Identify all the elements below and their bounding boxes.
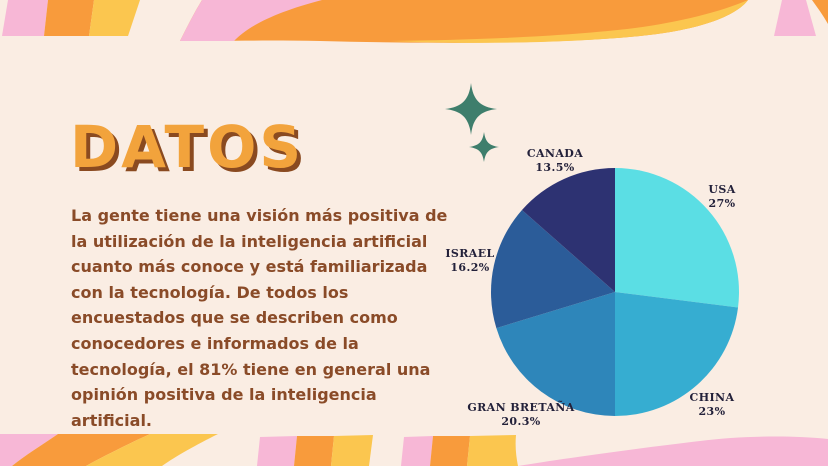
decor-wave-bottom-pink <box>518 436 828 466</box>
pie-label-canada: CANADA 13.5% <box>527 147 583 175</box>
decor-corner-orange <box>812 0 828 24</box>
pie-label-pct: 27% <box>708 197 736 210</box>
decor-corner-pink <box>774 0 816 36</box>
pie-slice-gran-bretaña <box>496 292 615 416</box>
sparkle-stars-icon <box>445 83 499 162</box>
decor-sweep-orange <box>12 434 150 466</box>
pie-label-name: CANADA <box>526 147 584 160</box>
pie-label-pct: 16.2% <box>450 261 490 274</box>
sparkle-big-icon <box>445 83 497 135</box>
page-title: DATOS <box>70 113 305 181</box>
decor-wave-orange <box>180 0 748 43</box>
sparkle-small-icon <box>469 132 499 162</box>
pie-slice-canada <box>521 168 615 292</box>
decor-sweep-yellow <box>86 434 218 466</box>
pie-slice-usa <box>615 168 739 308</box>
pie-label-name: USA <box>708 183 736 196</box>
pie-label-pct: 23% <box>698 405 726 418</box>
decor-stripe <box>89 0 140 36</box>
pie-label-name: ISRAEL <box>445 247 495 260</box>
decor-stripe <box>401 436 433 466</box>
pie-label-pct: 20.3% <box>501 415 541 428</box>
decor-stripe <box>430 436 470 466</box>
decor-stripe <box>257 436 297 466</box>
decor-wave-pink <box>180 0 322 41</box>
decor-top-band <box>2 0 828 43</box>
pie-chart-svg <box>491 168 739 416</box>
decor-stripe <box>294 436 334 466</box>
pie-label-usa: USA 27% <box>708 183 735 211</box>
decor-stripe <box>44 0 94 36</box>
decor-stripe <box>331 435 373 466</box>
pie-label-pct: 13.5% <box>535 161 575 174</box>
pie-chart <box>491 168 739 416</box>
body-text: La gente tiene una visión más positiva d… <box>71 206 448 430</box>
pie-slice-israel <box>491 210 615 329</box>
decor-stripe <box>467 435 518 466</box>
pie-label-china: CHINA 23% <box>690 391 735 419</box>
pie-label-name: GRAN BRETAÑA <box>467 401 575 414</box>
pie-label-name: CHINA <box>689 391 735 404</box>
pie-slice-china <box>615 292 739 416</box>
decor-wave-yellow <box>390 0 748 43</box>
pie-label-israel: ISRAEL 16.2% <box>445 247 494 275</box>
pie-label-gran-bretana: GRAN BRETAÑA 20.3% <box>467 401 574 429</box>
decor-sweep-pink <box>0 434 58 466</box>
decor-stripe <box>2 0 48 36</box>
